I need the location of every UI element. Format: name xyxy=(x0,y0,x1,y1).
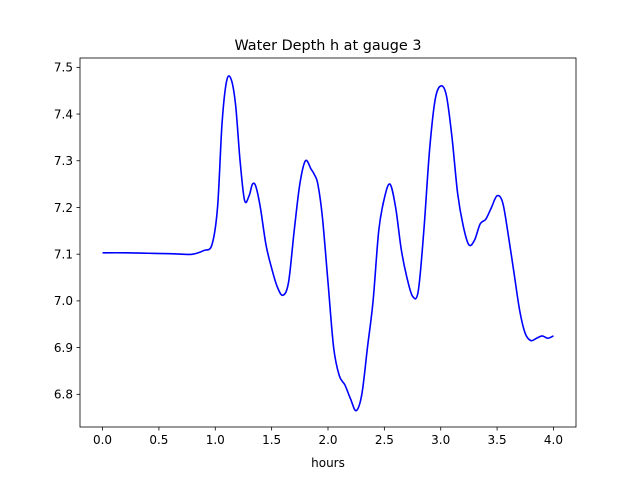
x-tick-label: 0.0 xyxy=(93,433,112,447)
x-tick-label: 3.5 xyxy=(488,433,507,447)
plot-frame xyxy=(79,57,577,428)
y-tick-label: 7.5 xyxy=(54,61,73,75)
y-axis: 6.8 6.9 7.0 7.1 7.2 7.3 7.4 7.5 xyxy=(54,61,80,402)
y-tick-label: 7.4 xyxy=(54,107,73,121)
y-tick-label: 7.2 xyxy=(54,201,73,215)
x-tick-label: 2.5 xyxy=(375,433,394,447)
x-axis-label: hours xyxy=(311,456,345,470)
series-line xyxy=(102,75,554,412)
y-tick-label: 7.0 xyxy=(54,294,73,308)
x-tick-label: 0.5 xyxy=(149,433,168,447)
x-tick-label: 2.0 xyxy=(318,433,337,447)
y-tick-label: 7.1 xyxy=(54,247,73,261)
y-tick-label: 6.8 xyxy=(54,388,73,402)
x-axis: 0.0 0.5 1.0 1.5 2.0 2.5 3.0 3.5 4.0 xyxy=(93,427,563,447)
x-tick-label: 3.0 xyxy=(431,433,450,447)
x-tick-label: 1.0 xyxy=(206,433,225,447)
chart-title: Water Depth h at gauge 3 xyxy=(234,38,421,54)
y-tick-label: 7.3 xyxy=(54,154,73,168)
x-tick-label: 4.0 xyxy=(544,433,563,447)
x-tick-label: 1.5 xyxy=(262,433,281,447)
y-tick-label: 6.9 xyxy=(54,341,73,355)
